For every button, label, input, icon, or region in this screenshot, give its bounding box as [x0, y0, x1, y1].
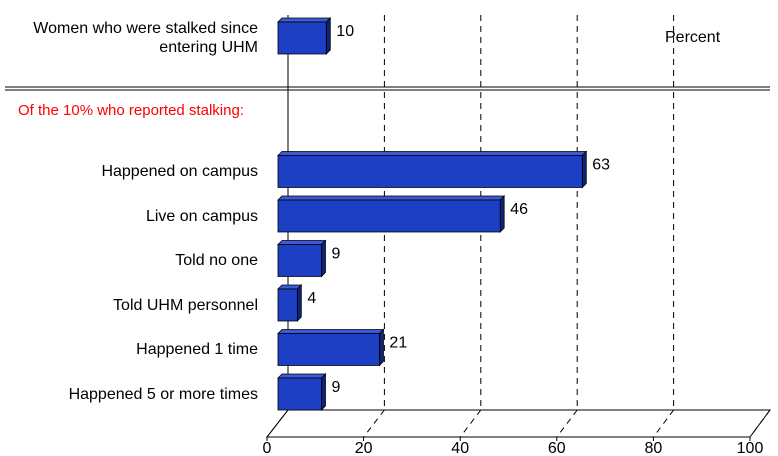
bar-top [277, 151, 588, 156]
value-label: 4 [307, 290, 316, 307]
bar-side [321, 373, 326, 411]
bar-front [277, 377, 322, 411]
x-tick-label: 80 [645, 440, 663, 456]
bar [277, 150, 588, 189]
bar-top [277, 373, 327, 379]
bar-front [277, 199, 501, 233]
grid-line [652, 409, 675, 438]
category-label: Women who were stalked since entering UH… [33, 20, 258, 56]
value-label: 9 [331, 379, 340, 396]
category-label: Told no one [175, 252, 258, 269]
grid-line [556, 409, 578, 438]
value-label: 46 [510, 201, 528, 218]
bar [277, 195, 506, 233]
x-tick-label: 60 [548, 440, 566, 456]
bar-front [277, 244, 322, 277]
bar [277, 239, 327, 278]
floor [265, 409, 771, 438]
grid-line [363, 409, 385, 438]
section-note: Of the 10% who reported stalking: [18, 102, 244, 119]
bar-top [277, 329, 385, 334]
x-tick-label: 20 [355, 440, 373, 456]
grid-line [266, 409, 289, 438]
category-label: Live on campus [145, 207, 258, 225]
axis-label: Percent [665, 29, 721, 46]
bar-front [277, 21, 327, 55]
bar-side [296, 284, 302, 322]
bar-side [581, 150, 587, 189]
category-label: Told UHM personnel [113, 296, 258, 314]
bar-side [325, 17, 331, 55]
bar-front [277, 155, 583, 188]
category-label: Happened on campus [101, 163, 258, 180]
bar-front [277, 288, 298, 322]
bar [277, 17, 332, 55]
bar-side [499, 195, 505, 233]
x-tick-label: 100 [737, 440, 764, 456]
category-label: Happened 1 time [136, 341, 258, 358]
bar-side [321, 239, 326, 278]
bar [277, 284, 303, 322]
bar [277, 373, 327, 411]
bar [277, 328, 385, 367]
bar-top [277, 240, 327, 245]
value-label: 10 [336, 23, 354, 40]
x-tick-label: 40 [451, 440, 469, 456]
value-label: 21 [389, 335, 407, 352]
category-label: Happened 5 or more times [68, 385, 258, 403]
grid-line [459, 409, 482, 438]
bar-side [379, 328, 384, 367]
value-label: 63 [592, 157, 610, 174]
bar-front [277, 333, 380, 366]
bar-top [277, 17, 332, 23]
value-label: 9 [331, 246, 340, 263]
grid-line [749, 409, 771, 438]
bar-top [277, 195, 506, 201]
x-tick-label: 0 [263, 440, 272, 456]
